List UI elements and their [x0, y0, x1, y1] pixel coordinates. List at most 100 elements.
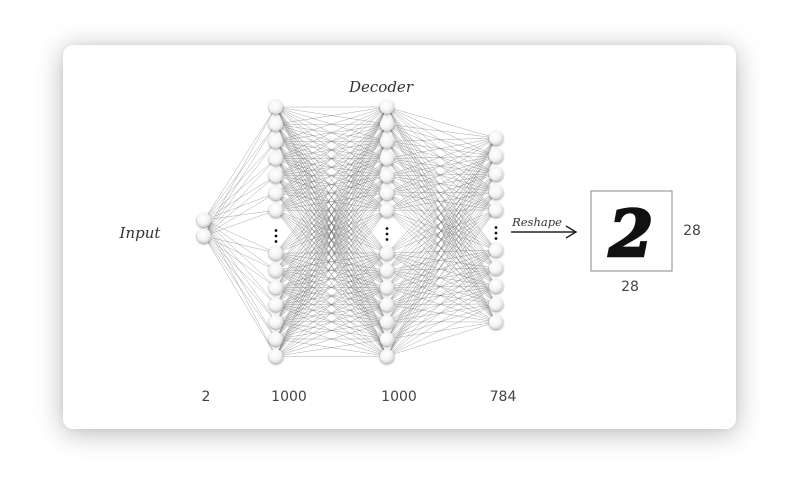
connection-line: [275, 106, 388, 142]
connection-line: [386, 137, 497, 176]
neuron-node: [380, 280, 394, 295]
connection-line: [386, 155, 497, 211]
neuron-node: [269, 332, 283, 346]
connection-line: [203, 235, 277, 340]
connection-line: [275, 252, 388, 288]
connection-line: [386, 303, 497, 357]
connection-line: [386, 270, 497, 323]
connection-line: [386, 191, 497, 357]
ellipsis-dots: [494, 226, 498, 240]
connection-line: [386, 155, 497, 194]
neuron-node: [269, 117, 283, 132]
connection-line: [203, 124, 277, 237]
connection-line: [203, 175, 277, 221]
connection-line: [203, 219, 277, 357]
connection-line: [203, 158, 277, 221]
neuron-node: [197, 213, 211, 227]
connection-line: [386, 173, 497, 254]
layer-size-label: 1000: [271, 389, 307, 405]
connection-line: [386, 137, 497, 254]
connection-line: [386, 137, 497, 340]
connection-line: [275, 106, 388, 254]
connection-line: [203, 235, 277, 322]
neuron-node: [489, 315, 503, 329]
input-label: Input: [119, 224, 162, 242]
connection-line: [203, 158, 277, 237]
connection-line: [386, 173, 497, 357]
connection-line: [386, 155, 497, 357]
connection-line: [275, 252, 388, 305]
connection-line: [386, 209, 497, 271]
layer-ellipses: [274, 226, 498, 243]
connection-line: [203, 235, 277, 271]
connection-line: [386, 285, 497, 340]
connection-line: [275, 158, 388, 357]
connection-line: [203, 219, 277, 288]
connection-line: [386, 137, 497, 288]
layer-size-label: 1000: [381, 389, 417, 405]
neuron-node: [380, 151, 394, 166]
svg-text:2: 2: [608, 197, 654, 272]
neuron-node: [380, 203, 394, 218]
connection-line: [203, 175, 277, 237]
connection-line: [386, 191, 497, 211]
connection-line: [386, 252, 497, 323]
connection-line: [386, 321, 497, 357]
connection-line: [386, 209, 497, 340]
connection-line: [386, 155, 497, 288]
neuron-node: [489, 243, 503, 257]
neuron-node: [489, 131, 503, 145]
connection-line: [386, 124, 497, 157]
connection-line: [386, 173, 497, 271]
connection-line: [386, 249, 497, 288]
neuron-node: [269, 186, 283, 200]
neuron-node: [269, 151, 283, 166]
connection-line: [386, 155, 497, 159]
connection-line: [275, 192, 388, 357]
neuron-node: [489, 167, 503, 181]
connection-line: [203, 192, 277, 221]
connection-line: [386, 321, 497, 340]
connection-line: [386, 124, 497, 211]
connection-line: [275, 106, 388, 288]
connection-line: [275, 124, 388, 357]
connection-line: [275, 141, 388, 211]
connection-line: [386, 303, 497, 322]
neuron-node: [489, 297, 503, 311]
output-digit-image: 2: [606, 196, 654, 274]
connection-line: [275, 106, 388, 357]
neuron-node: [269, 349, 283, 364]
neuron-node: [489, 185, 503, 199]
connection-line: [386, 141, 497, 157]
connection-line: [386, 267, 497, 340]
neuron-node: [489, 203, 503, 217]
connection-line: [386, 249, 497, 271]
neuron-node: [380, 117, 394, 132]
connection-line: [203, 219, 277, 305]
connection-line: [275, 106, 388, 340]
neuron-node: [269, 203, 283, 218]
connection-line: [203, 219, 277, 322]
connection-line: [386, 191, 497, 340]
connection-line: [203, 235, 277, 305]
connection-line: [203, 124, 277, 221]
decoder-title: Decoder: [348, 78, 414, 96]
connection-line: [386, 285, 497, 305]
ellipsis-dots: [385, 227, 389, 241]
connection-line: [386, 209, 497, 288]
connection-line: [386, 137, 497, 322]
image-width-label: 28: [621, 279, 639, 295]
connection-line: [275, 287, 388, 357]
connection-line: [386, 249, 497, 254]
connection-line: [386, 267, 497, 357]
connection-line: [386, 137, 497, 159]
neuron-node: [380, 134, 394, 149]
connection-line: [275, 270, 388, 357]
connection-line: [203, 210, 277, 237]
layer-size-label: 2: [202, 389, 211, 405]
connection-line: [203, 235, 277, 357]
connection-line: [275, 304, 388, 357]
neuron-node: [380, 246, 394, 260]
neuron-node: [269, 314, 283, 329]
connection-line: [386, 124, 497, 251]
